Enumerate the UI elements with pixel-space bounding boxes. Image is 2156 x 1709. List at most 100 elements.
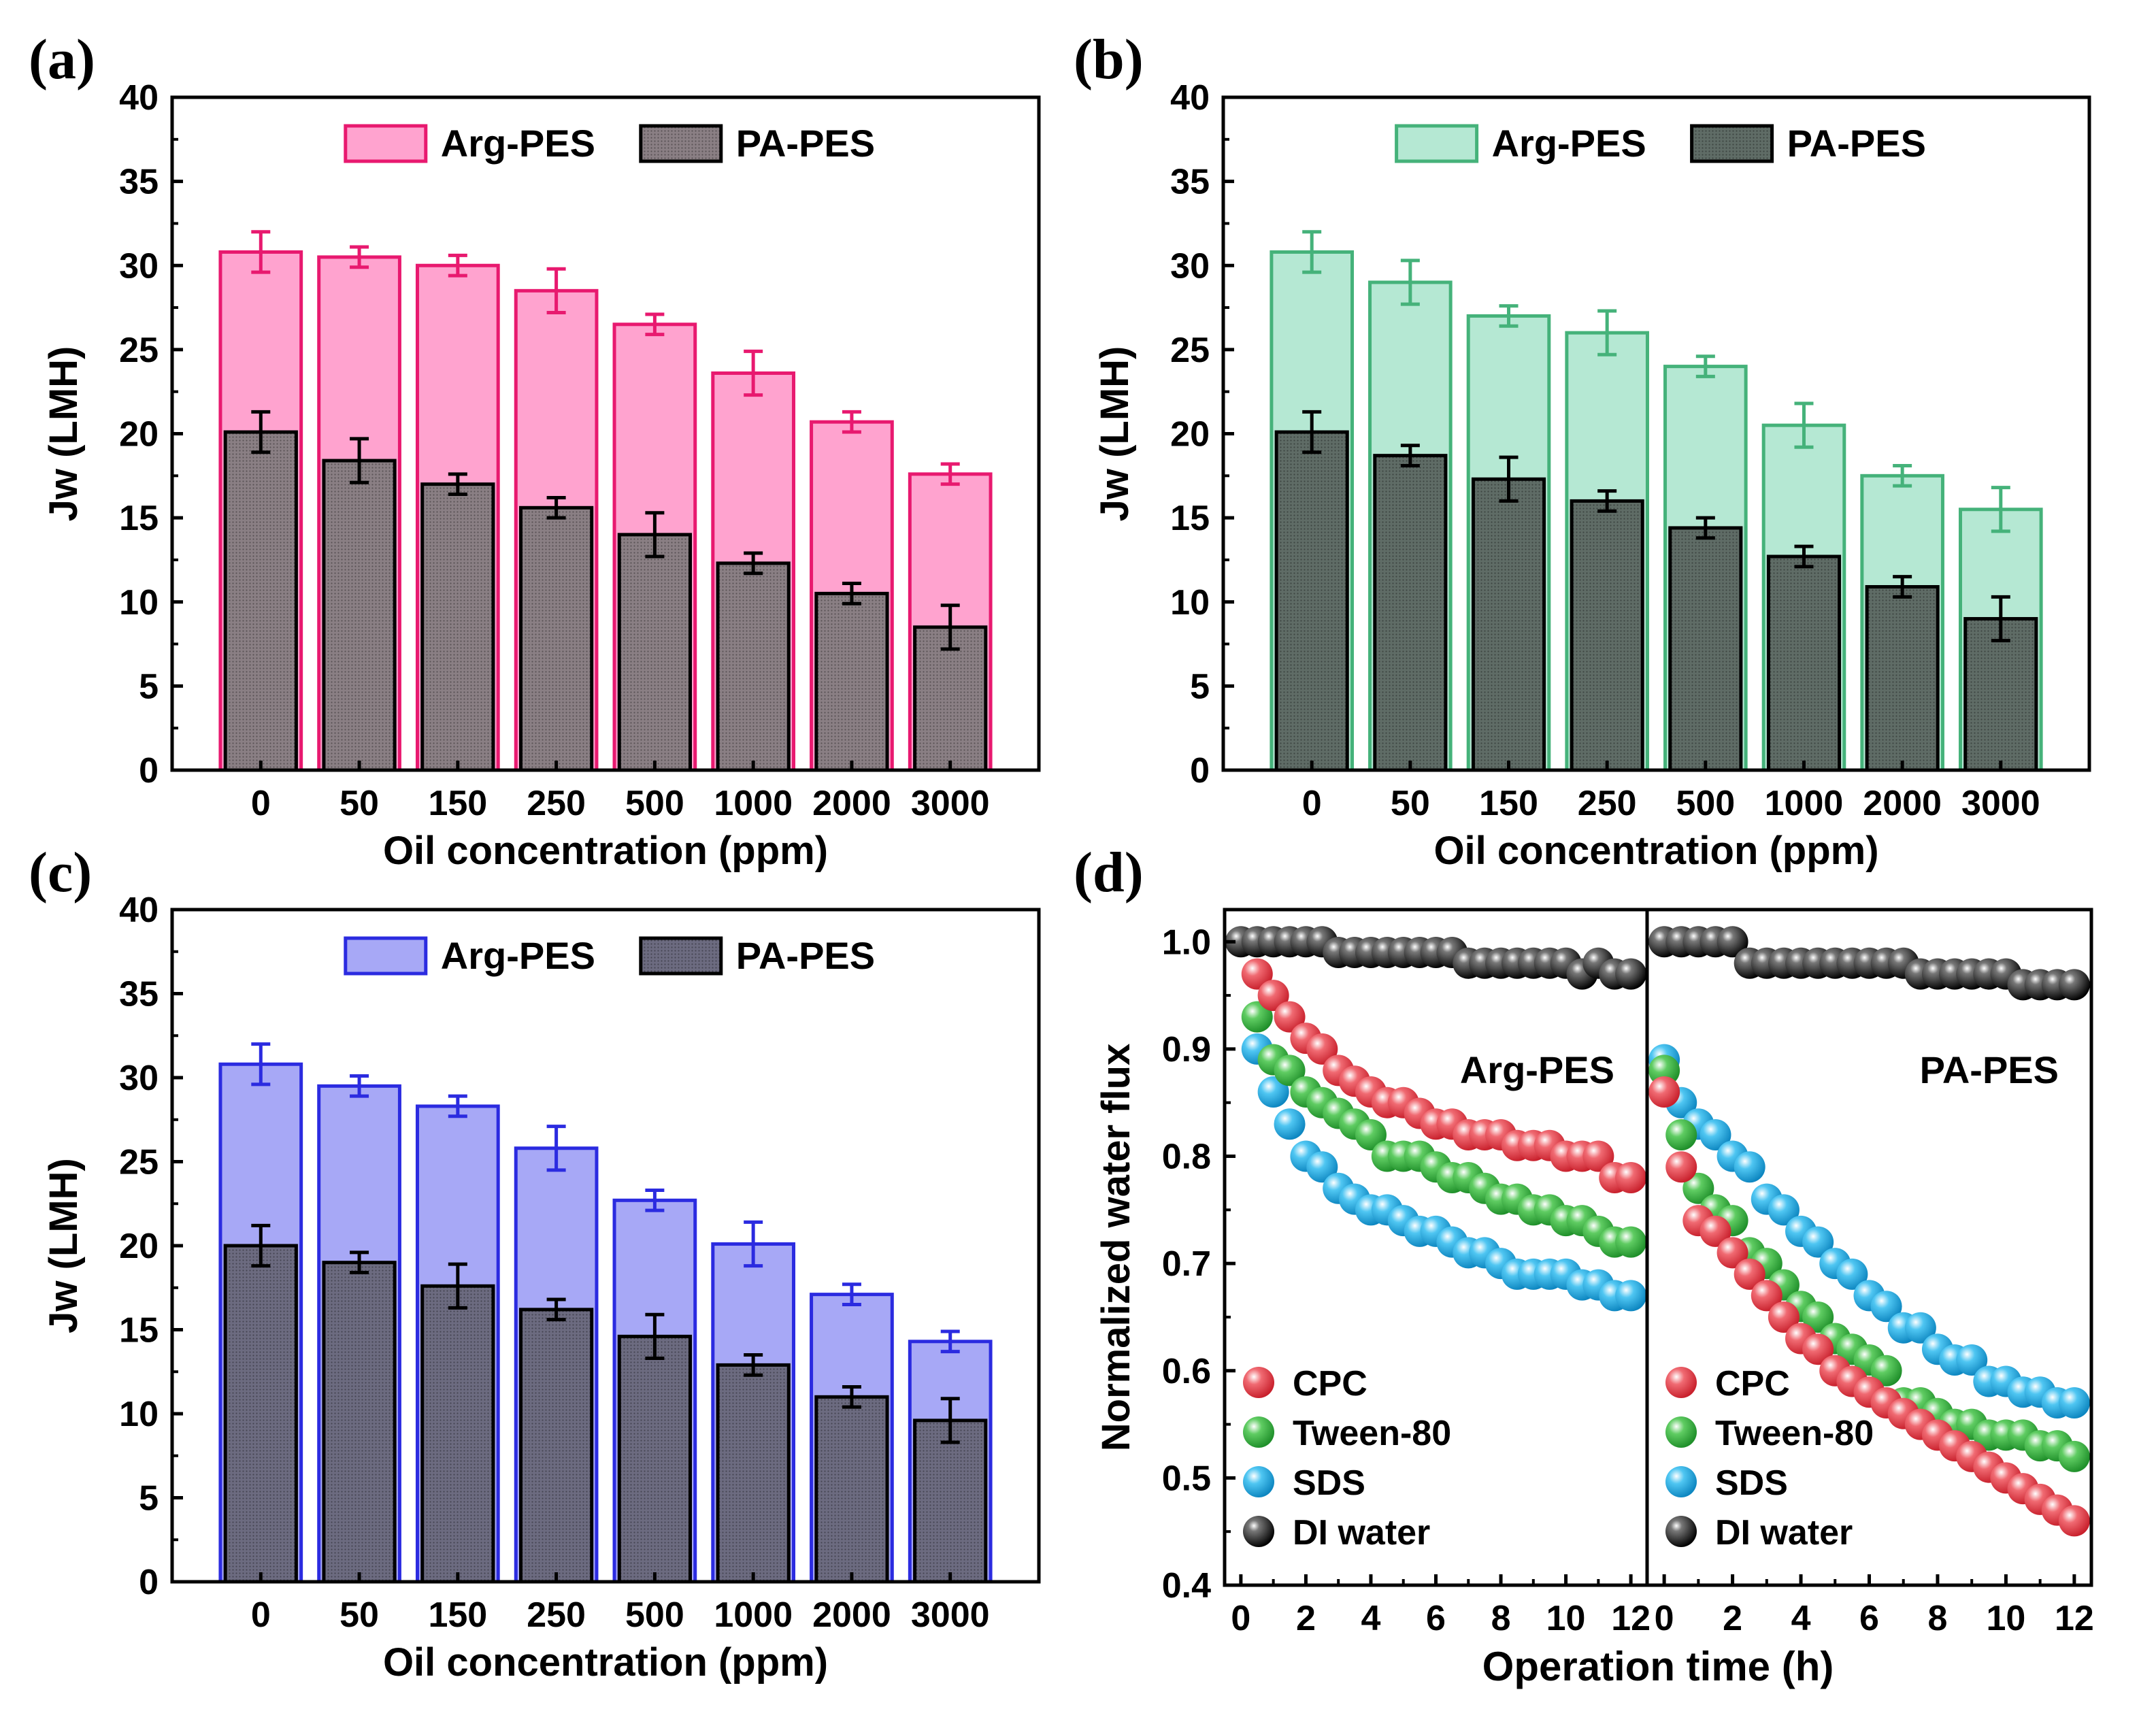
x-tick-label: 8 (1928, 1599, 1948, 1638)
legend-label-pa-pes: PA-PES (736, 934, 875, 977)
point-pa-pes-sds (1802, 1226, 1834, 1258)
x-tick-label: 500 (1676, 784, 1735, 823)
x-axis-label: Oil concentration (ppm) (1433, 829, 1878, 873)
point-pa-pes-cpc (1648, 1076, 1680, 1108)
bar-hatch-pa-pes-150 (422, 484, 493, 770)
panel-c-tag: (c) (29, 841, 92, 904)
legend-marker-pa-pes-di-water (1665, 1516, 1697, 1547)
y-tick-label: 0 (139, 1563, 159, 1602)
panel-b-plot: 0 5 10 15 20 25 30 35 40 0 50 150 250 500 1000 2000 3000… (1093, 78, 2091, 873)
y-tick-label: 0 (139, 751, 159, 791)
y-tick-label: 0.5 (1162, 1459, 1211, 1498)
y-axis-label: Normalized water flux (1094, 1044, 1138, 1451)
bar-hatch-pa-pes-2000 (816, 1397, 888, 1582)
point-arg-pes-di-water (1615, 958, 1647, 990)
legend-label-pa-pes-tween-80: Tween-80 (1715, 1414, 1874, 1453)
legend-label-arg-pes-cpc: CPC (1293, 1364, 1367, 1404)
bar-hatch-pa-pes-2000 (816, 593, 888, 770)
bar-hatch-pa-pes-150 (422, 1286, 493, 1582)
x-tick-label: 4 (1361, 1599, 1381, 1638)
y-tick-label: 40 (119, 891, 159, 930)
point-pa-pes-sds (1734, 1151, 1765, 1183)
point-arg-pes-cpc (1257, 980, 1289, 1012)
x-axis-label: Operation time (h) (1482, 1644, 1834, 1689)
y-tick-label: 40 (1170, 78, 1210, 118)
bar-hatch-pa-pes-0 (225, 1246, 297, 1582)
bar-hatch-pa-pes-150 (1473, 479, 1544, 770)
panel-d-tag: (d) (1074, 841, 1144, 904)
bar-hatch-pa-pes-3000 (1965, 618, 2036, 770)
x-tick-label: 150 (428, 784, 487, 823)
y-tick-label: 10 (1170, 583, 1210, 623)
panel-c: (c) 0 5 10 15 20 25 30 35 40 0 50 150 250 500 1000 2000… (29, 841, 1041, 1685)
x-tick-label: 2000 (812, 784, 891, 823)
subplot-label-pa-pes: PA-PES (1920, 1048, 2059, 1091)
x-tick-label: 250 (1578, 784, 1637, 823)
point-arg-pes-tween-80 (1241, 1001, 1273, 1033)
legend-label-pa-pes: PA-PES (736, 122, 875, 165)
y-axis-label: Jw (LMH) (42, 1158, 86, 1333)
bar-hatch-pa-pes-2000 (1867, 586, 1938, 770)
plot-frame (1223, 908, 2093, 1587)
y-axis-label: Jw (LMH) (1093, 346, 1137, 522)
legend-label-pa-pes: PA-PES (1787, 122, 1926, 165)
y-tick-label: 35 (1170, 163, 1210, 202)
x-tick-label: 0 (251, 784, 271, 823)
point-pa-pes-cpc (1768, 1301, 1800, 1333)
panel-d-plot: 0 2 4 6 8 10 12 Arg-PES 0 2 4 6 8 10 12 PA-PES 0.4 0.5 0.6… (1094, 908, 2094, 1689)
x-tick-label: 0 (1655, 1599, 1674, 1638)
y-tick-label: 0.8 (1162, 1138, 1211, 1177)
x-tick-label: 2000 (1863, 784, 1942, 823)
legend-label-pa-pes-sds: SDS (1715, 1463, 1788, 1503)
point-pa-pes-sds (1956, 1344, 1988, 1376)
point-pa-pes-tween-80 (1870, 1355, 1902, 1387)
x-axis-label: Oil concentration (ppm) (383, 1640, 828, 1685)
x-tick-label: 500 (625, 784, 684, 823)
point-arg-pes-tween-80 (1615, 1226, 1647, 1258)
y-tick-label: 15 (119, 1311, 159, 1350)
point-arg-pes-cpc (1241, 958, 1273, 990)
x-tick-label: 12 (2055, 1599, 2094, 1638)
y-tick-label: 20 (119, 415, 159, 454)
x-tick-label: 150 (428, 1595, 487, 1635)
legend-swatch-hatch-pa-pes (640, 938, 721, 974)
x-tick-label: 1000 (1765, 784, 1844, 823)
y-tick-label: 5 (139, 667, 159, 706)
legend-label-pa-pes-cpc: CPC (1715, 1364, 1790, 1404)
legend-swatch-arg-pes (344, 936, 428, 976)
point-pa-pes-cpc (1699, 1215, 1731, 1247)
panel-c-plot: 0 5 10 15 20 25 30 35 40 0 50 150 250 500 1000 2000 3000… (42, 891, 1041, 1685)
y-tick-label: 10 (119, 1395, 159, 1434)
x-tick-label: 6 (1859, 1599, 1879, 1638)
bar-hatch-pa-pes-50 (1374, 455, 1446, 770)
legend-marker-pa-pes-cpc (1665, 1367, 1697, 1398)
point-arg-pes-cpc (1615, 1162, 1647, 1194)
y-tick-label: 30 (119, 1059, 159, 1098)
x-tick-label: 2000 (812, 1595, 891, 1635)
panel-b-tag: (b) (1074, 28, 1144, 91)
x-tick-label: 2 (1296, 1599, 1316, 1638)
x-tick-label: 50 (1391, 784, 1430, 823)
legend-marker-arg-pes-cpc (1243, 1367, 1274, 1398)
bar-hatch-pa-pes-250 (1572, 501, 1643, 770)
y-tick-label: 25 (119, 331, 159, 370)
bar-hatch-pa-pes-1000 (718, 563, 789, 770)
point-pa-pes-sds (1768, 1194, 1800, 1226)
point-pa-pes-tween-80 (1802, 1301, 1834, 1333)
point-pa-pes-tween-80 (1665, 1119, 1697, 1150)
point-arg-pes-sds (1257, 1076, 1289, 1108)
panel-a: (a) 0 5 10 15 20 25 30 35 40 0 50 150 250 500 1000 2000… (29, 28, 1041, 873)
legend-swatch-hatch-pa-pes (640, 126, 721, 161)
point-arg-pes-cpc (1582, 1140, 1614, 1172)
x-tick-label: 0 (1231, 1599, 1250, 1638)
point-pa-pes-sds (2058, 1387, 2090, 1419)
bar-hatch-pa-pes-3000 (914, 1420, 986, 1582)
legend-marker-pa-pes-tween-80 (1665, 1416, 1697, 1448)
x-tick-label: 0 (1302, 784, 1322, 823)
x-tick-label: 2 (1723, 1599, 1742, 1638)
legend-marker-arg-pes-sds (1243, 1466, 1274, 1497)
point-pa-pes-di-water (2058, 969, 2090, 1001)
point-pa-pes-tween-80 (1682, 1172, 1714, 1204)
point-pa-pes-sds (1836, 1258, 1868, 1290)
y-tick-label: 0.7 (1162, 1244, 1211, 1284)
